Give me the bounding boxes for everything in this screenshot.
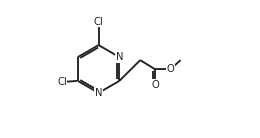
- Text: Cl: Cl: [57, 77, 67, 87]
- Text: N: N: [95, 88, 102, 98]
- Text: Cl: Cl: [94, 17, 103, 27]
- Text: N: N: [115, 52, 123, 62]
- Text: O: O: [166, 64, 174, 74]
- Text: O: O: [151, 80, 159, 90]
